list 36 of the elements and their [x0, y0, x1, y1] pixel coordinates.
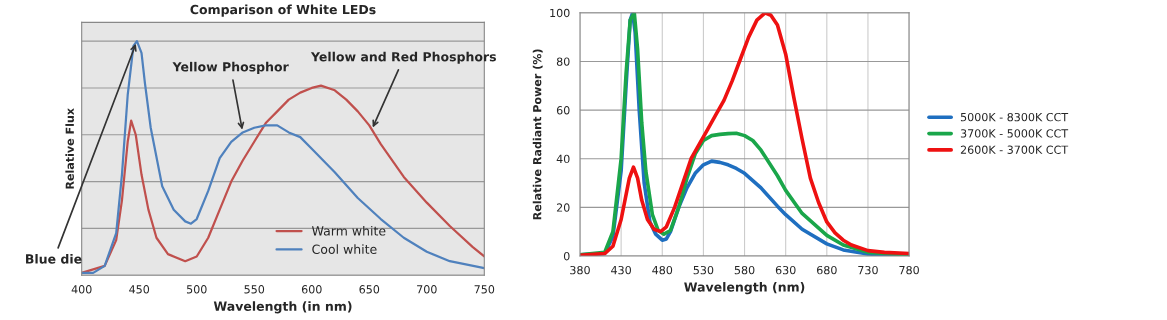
x-tick-label: 430 — [611, 265, 631, 275]
x-tick-label: 450 — [129, 285, 150, 294]
x-tick-label: 630 — [775, 265, 796, 275]
legend-label: 2600K - 3700K CCT — [960, 145, 1069, 154]
chart-title: Comparison of White LEDs — [190, 4, 376, 17]
x-tick-label: 650 — [359, 285, 380, 294]
annotation: Yellow and Red Phosphors — [310, 51, 496, 64]
y-axis-title: Relative Flux — [65, 108, 74, 189]
x-tick-label: 680 — [816, 265, 837, 275]
x-tick-label: 750 — [474, 285, 495, 294]
y-tick-label: 100 — [550, 8, 570, 18]
x-tick-label: 480 — [652, 265, 673, 275]
x-axis-title: Wavelength (nm) — [684, 282, 805, 295]
x-tick-label: 530 — [693, 265, 714, 275]
y-tick-label: 80 — [556, 57, 570, 66]
annotation: Yellow Phosphor — [172, 61, 289, 74]
x-tick-label: 400 — [71, 285, 92, 294]
y-tick-label: 0 — [563, 251, 570, 261]
x-tick-label: 550 — [244, 285, 265, 294]
x-tick-label: 730 — [858, 265, 878, 275]
x-tick-label: 600 — [301, 285, 322, 294]
x-axis-title: Wavelength (in nm) — [213, 301, 352, 314]
x-tick-label: 780 — [899, 265, 919, 275]
y-tick-label: 60 — [556, 106, 570, 115]
legend-label: Warm white — [311, 225, 386, 236]
y-axis-title: Relative Radiant Power (%) — [532, 49, 543, 220]
x-tick-label: 380 — [570, 265, 590, 275]
x-tick-label: 580 — [734, 265, 755, 275]
legend-label: Cool white — [312, 244, 377, 254]
x-tick-label: 700 — [417, 285, 437, 294]
y-tick-label: 40 — [556, 154, 570, 164]
legend-label: 5000K - 8300K CCT — [960, 112, 1069, 122]
legend-label: 3700K - 5000K CCT — [960, 129, 1069, 138]
annotation: Blue die — [26, 253, 82, 264]
y-tick-label: 20 — [556, 203, 570, 212]
x-tick-label: 500 — [186, 285, 207, 294]
